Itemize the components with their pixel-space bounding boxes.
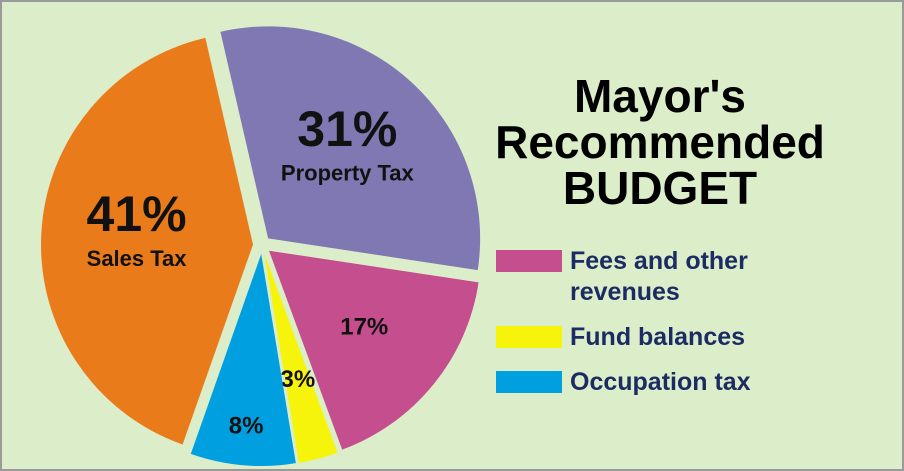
pie-slice [41,37,254,445]
legend-swatch [496,371,562,393]
legend-label: Occupation tax [570,368,751,396]
legend-label: Fees and other revenues [570,247,748,306]
legend-swatch [496,326,562,348]
value-label: 3% [281,366,316,393]
legend-swatch [496,250,562,272]
value-label: 8% [229,412,264,439]
pie-slice [190,253,296,466]
legend-label: Fund balances [570,323,746,351]
category-label: Property Tax [281,161,415,186]
pie-slice [220,26,481,271]
value-label: 41% [87,186,187,242]
value-label: 17% [340,314,388,341]
legend: Fees and other revenues Fund balances Occu… [496,246,876,412]
value-label: 31% [297,101,397,157]
chart-title: BUDGET [563,162,757,214]
chart-title: Mayor's [574,70,746,122]
pie-slice [264,253,338,463]
legend-item: Fund balances [496,322,876,353]
category-label: Sales Tax [87,246,188,271]
chart-title: Recommended [495,116,825,168]
legend-item: Occupation tax [496,367,876,398]
legend-item: Fees and other revenues [496,246,876,308]
pie-slice [268,250,479,450]
